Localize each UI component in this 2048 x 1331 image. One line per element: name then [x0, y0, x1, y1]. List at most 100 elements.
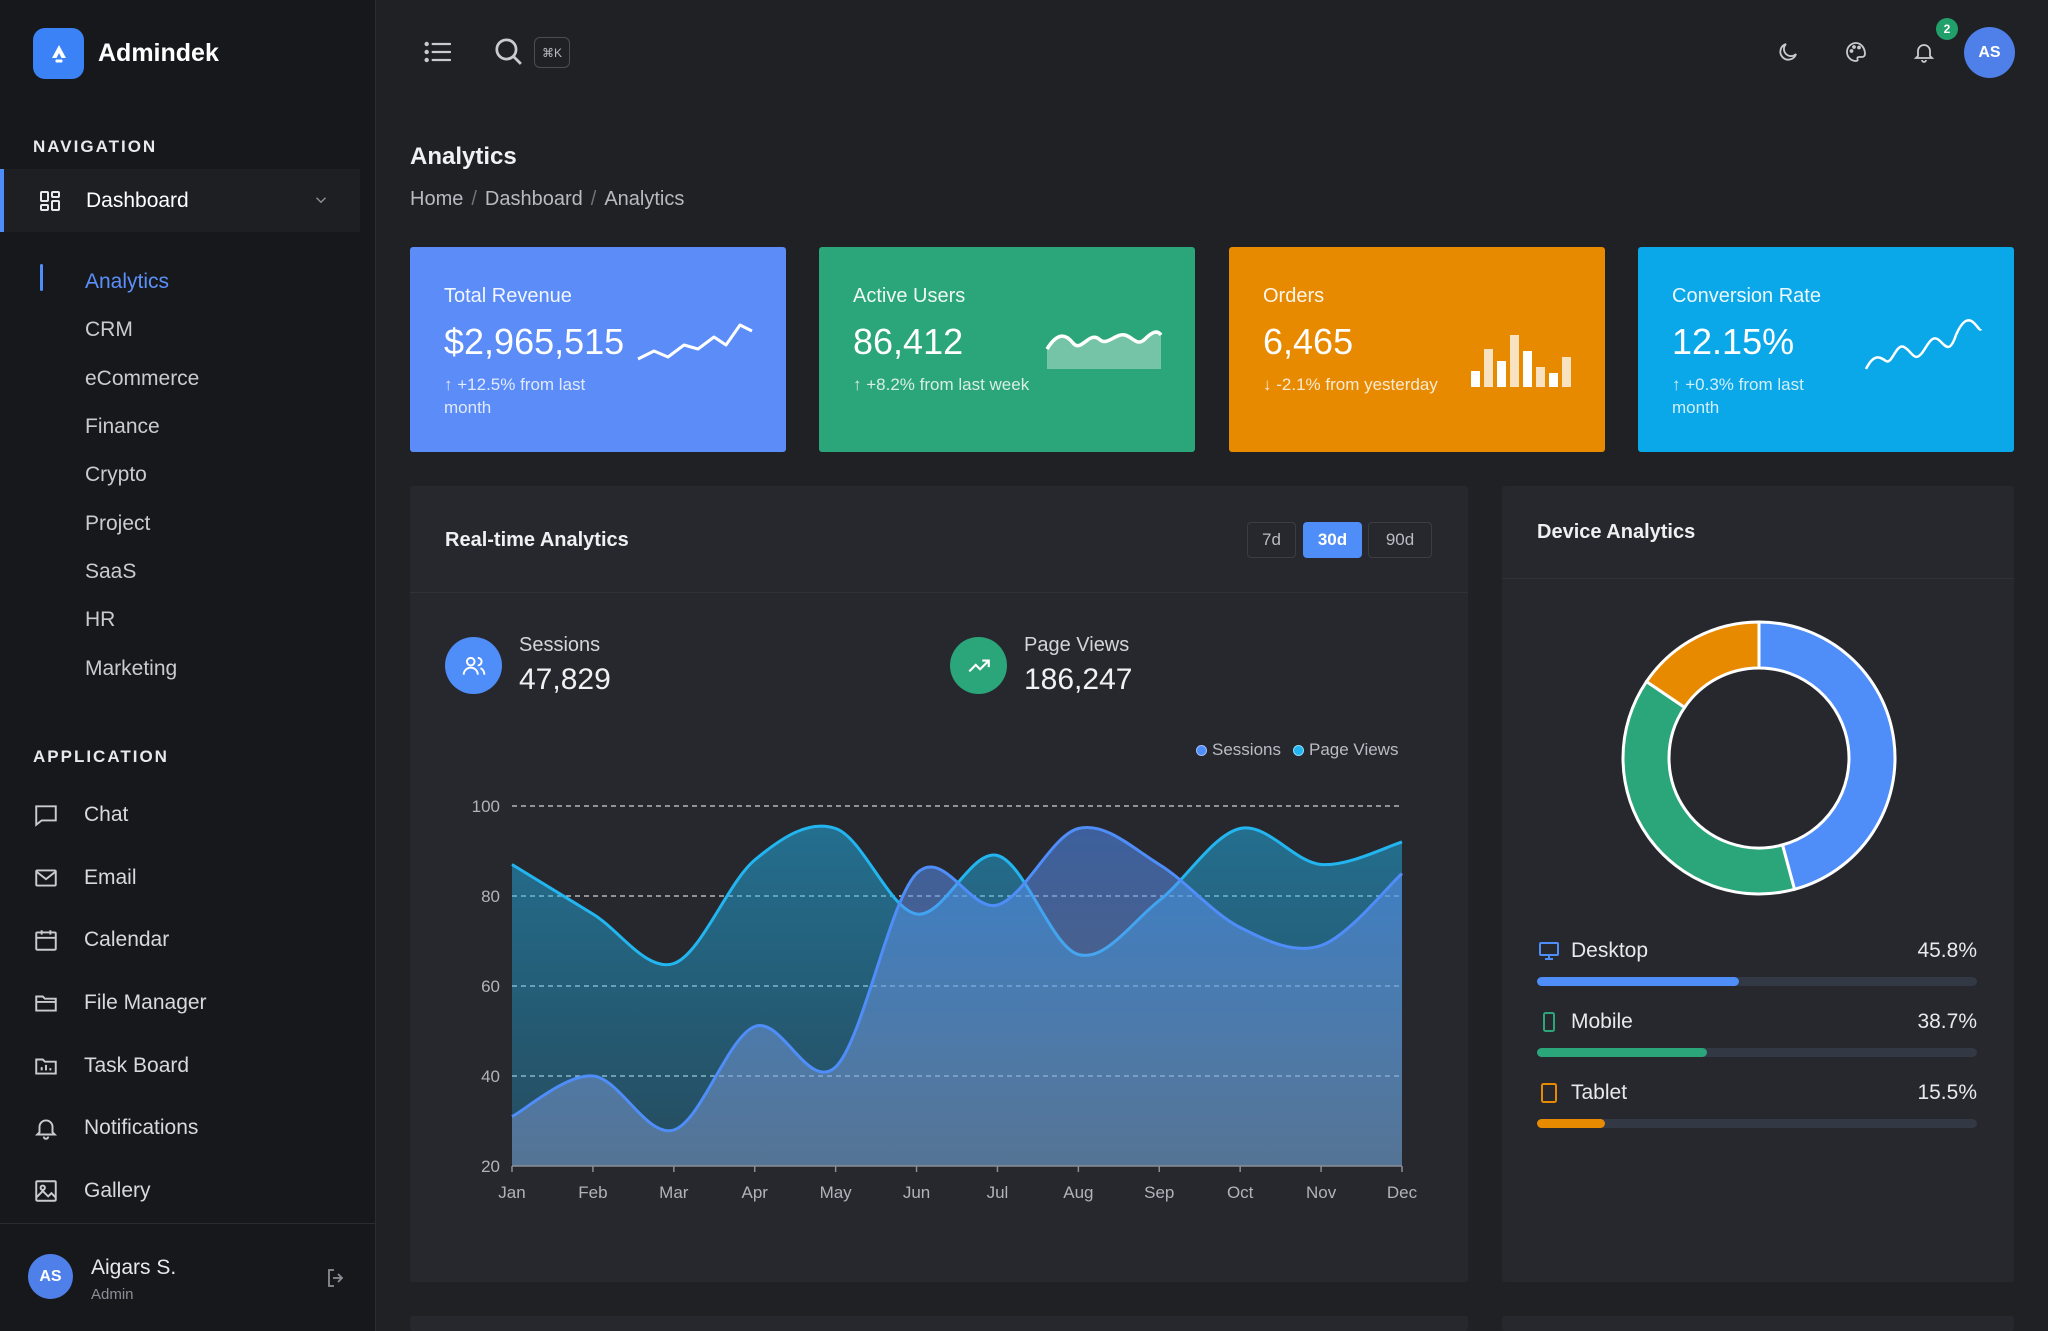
sidebar-item-saas[interactable]: SaaS	[85, 559, 137, 583]
mail-icon	[32, 864, 60, 892]
brand[interactable]: Admindek	[33, 28, 219, 79]
sessions-label: Sessions	[519, 634, 601, 656]
sidebar-item-project[interactable]: Project	[85, 511, 151, 535]
device-label: Tablet	[1571, 1081, 1628, 1104]
stat-delta: ↑ +12.5% from last month	[444, 375, 586, 417]
logout-icon[interactable]	[324, 1266, 348, 1295]
stat-value: 12.15%	[1672, 321, 1795, 362]
stat-title: Total Revenue	[444, 285, 572, 307]
sidebar-item-email[interactable]: Email	[32, 847, 207, 910]
notification-badge: 2	[1936, 18, 1958, 40]
donut-slice-desktop[interactable]	[1757, 620, 1897, 892]
x-tick-label: Jul	[987, 1183, 1009, 1202]
stat-title: Conversion Rate	[1672, 285, 1821, 307]
sidebar-item-gallery[interactable]: Gallery	[32, 1160, 207, 1223]
next-panel-left	[410, 1316, 1468, 1331]
x-tick-label: May	[820, 1183, 853, 1202]
users-icon	[445, 637, 502, 694]
sidebar-item-notifications[interactable]: Notifications	[32, 1097, 207, 1160]
stat-delta: ↑ +8.2% from last week	[853, 375, 1030, 394]
dashboard-submenu: Analytics CRM eCommerce Finance Crypto P…	[85, 258, 199, 693]
breadcrumb-current: Analytics	[604, 188, 685, 210]
y-tick-label: 100	[472, 797, 500, 816]
range-30d-button[interactable]: 30d	[1303, 522, 1362, 558]
avatar[interactable]: AS	[1964, 27, 2015, 78]
range-90d-button[interactable]: 90d	[1368, 522, 1432, 558]
legend-label-sessions[interactable]: Sessions	[1212, 740, 1281, 759]
menu-toggle-icon[interactable]	[422, 36, 454, 68]
device-percent: 15.5%	[1917, 1081, 1977, 1104]
sidebar-item-label: Gallery	[84, 1178, 151, 1202]
donut-slice-tablet[interactable]	[1644, 620, 1761, 710]
chart-legend: Sessions Page Views	[1196, 740, 1398, 760]
legend-swatch-sessions	[1196, 744, 1207, 756]
sidebar-item-file-manager[interactable]: File Manager	[32, 972, 207, 1035]
folder-icon	[32, 989, 60, 1017]
pageviews-label: Page Views	[1024, 634, 1130, 656]
sidebar-user: AS Aigars S. Admin	[0, 1223, 376, 1331]
tablet-icon	[1537, 1081, 1561, 1110]
sidebar-item-ecommerce[interactable]: eCommerce	[85, 366, 200, 390]
search-icon[interactable]	[492, 35, 525, 68]
progress-fill	[1537, 977, 1739, 986]
trending-up-icon	[950, 637, 1007, 694]
sidebar-item-hr[interactable]: HR	[85, 608, 116, 632]
arrow-up-icon: ↑	[444, 375, 458, 394]
range-7d-button[interactable]: 7d	[1247, 522, 1296, 558]
sidebar-item-label: Email	[84, 865, 137, 889]
sidebar-item-marketing[interactable]: Marketing	[85, 656, 178, 680]
device-percent: 45.8%	[1917, 939, 1977, 962]
progress-fill	[1537, 1048, 1708, 1057]
sidebar-item-dashboard[interactable]: Dashboard	[0, 169, 360, 232]
sidebar-item-chat[interactable]: Chat	[32, 784, 207, 847]
legend-label-pageviews[interactable]: Page Views	[1308, 740, 1399, 759]
phone-icon	[1537, 1010, 1561, 1039]
stat-value: 6,465	[1263, 321, 1354, 362]
arrow-down-icon: ↓	[1263, 375, 1277, 394]
dashboard-icon	[38, 189, 62, 213]
sidebar-item-crm[interactable]: CRM	[85, 318, 133, 342]
application-menu: Chat Email Calendar File Manager Task Bo…	[32, 784, 207, 1222]
orders-bar-sparkline	[1471, 335, 1571, 387]
bell-icon[interactable]	[1912, 40, 1936, 64]
x-tick-label: Nov	[1306, 1183, 1337, 1202]
x-tick-label: Jun	[903, 1183, 930, 1202]
panel-divider	[1502, 578, 2014, 579]
sidebar-item-label: Calendar	[84, 928, 170, 952]
sidebar-item-crypto[interactable]: Crypto	[85, 463, 147, 487]
brand-logo-icon	[33, 28, 84, 79]
sidebar-item-finance[interactable]: Finance	[85, 415, 160, 439]
active-indicator	[40, 264, 43, 291]
stat-delta: ↓ -2.1% from yesterday	[1263, 375, 1438, 394]
sidebar-item-label: Chat	[84, 803, 129, 827]
calendar-icon	[32, 926, 60, 954]
avatar[interactable]: AS	[28, 1254, 73, 1299]
x-tick-label: Jan	[498, 1183, 525, 1202]
revenue-sparkline	[637, 323, 753, 361]
progress-track	[1537, 977, 1977, 986]
breadcrumb-home[interactable]: Home	[410, 188, 464, 210]
stat-value: 86,412	[853, 321, 964, 362]
sidebar-item-analytics[interactable]: Analytics	[85, 270, 170, 294]
legend-swatch-pageviews	[1292, 744, 1304, 756]
sidebar-item-label: Task Board	[84, 1053, 190, 1077]
palette-icon[interactable]	[1844, 40, 1868, 64]
breadcrumb-dashboard[interactable]: Dashboard	[484, 188, 583, 210]
donut-slice-mobile[interactable]	[1621, 679, 1797, 896]
stat-card-conversion: Conversion Rate 12.15% ↑ +0.3% from last…	[1638, 247, 2014, 452]
x-tick-label: Oct	[1227, 1183, 1254, 1202]
device-label: Desktop	[1571, 939, 1649, 962]
stat-card-active-users: Active Users 86,412 ↑ +8.2% from last we…	[819, 247, 1195, 452]
image-icon	[32, 1177, 60, 1205]
sessions-area	[512, 827, 1402, 1166]
user-name: Aigars S.	[91, 1256, 177, 1279]
y-tick-label: 80	[481, 887, 500, 906]
sidebar-item-label: Notifications	[84, 1116, 199, 1140]
x-tick-label: Aug	[1063, 1183, 1093, 1202]
nav-heading: NAVIGATION	[33, 137, 158, 156]
arrow-up-icon: ↑	[1672, 375, 1686, 394]
sidebar-item-task-board[interactable]: Task Board	[32, 1034, 207, 1097]
users-sparkline	[1045, 330, 1163, 369]
moon-icon[interactable]	[1776, 40, 1800, 64]
sidebar-item-calendar[interactable]: Calendar	[32, 909, 207, 972]
